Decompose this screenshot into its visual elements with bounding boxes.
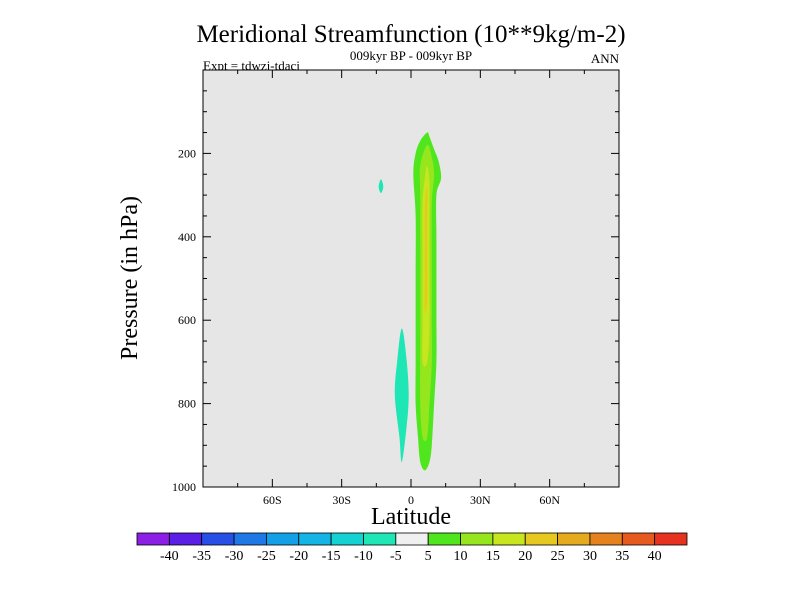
y-axis-label: Pressure (in hPa)	[117, 196, 143, 360]
colorbar-label: 20	[518, 549, 532, 564]
colorbar-label: 35	[615, 549, 629, 564]
x-tick-label: 30S	[332, 493, 351, 507]
x-tick-label: 60N	[539, 493, 560, 507]
colorbar-label: -40	[160, 549, 179, 564]
y-tick-label: 400	[178, 230, 196, 244]
colorbar-box	[589, 532, 623, 546]
y-tick-label: 800	[178, 397, 196, 411]
colorbar-label: -15	[322, 549, 341, 564]
y-tick-label: 1000	[172, 480, 196, 494]
colorbar-label: -25	[257, 549, 276, 564]
y-tick-label: 200	[178, 146, 196, 160]
colorbar-box	[136, 532, 170, 546]
colorbar-box	[492, 532, 526, 546]
colorbar-box	[395, 532, 429, 546]
colorbar-label: 25	[551, 549, 565, 564]
colorbar-label: -35	[192, 549, 211, 564]
x-tick-label: 60S	[263, 493, 282, 507]
chart-title: Meridional Streamfunction (10**9kg/m-2)	[196, 21, 625, 48]
colorbar-label: 15	[486, 549, 500, 564]
contour-negative-cell-low	[394, 328, 409, 463]
colorbar-box	[654, 532, 688, 546]
colorbar-box	[330, 532, 364, 546]
colorbar-label: -20	[289, 549, 308, 564]
contour-positive-cell-25	[424, 186, 428, 315]
x-tick-label: 0	[408, 493, 414, 507]
colorbar-box	[557, 532, 591, 546]
chart-subtitle-right: ANN	[591, 51, 620, 66]
colorbar-label: -10	[354, 549, 373, 564]
chart-subtitle-center: 009kyr BP - 009kyr BP	[350, 48, 472, 63]
x-axis-label: Latitude	[371, 504, 451, 530]
plot-area: 60S 30S 0 30N 60N 200 400 600 800 1000	[172, 69, 620, 507]
colorbar-label: 30	[583, 549, 597, 564]
colorbar-box	[201, 532, 235, 546]
colorbar-box	[524, 532, 558, 546]
plot-background	[203, 70, 619, 487]
colorbar-box	[233, 532, 267, 546]
colorbar-label: -5	[390, 549, 402, 564]
colorbar-label: -30	[225, 549, 244, 564]
colorbar-label: 10	[454, 549, 468, 564]
y-tick-label: 600	[178, 313, 196, 327]
colorbar-box	[266, 532, 300, 546]
colorbar: -40 -35 -30 -25 -20 -15 -10 -5 5 10 15 20 25 30 35 40	[136, 532, 688, 564]
colorbar-box	[621, 532, 656, 546]
colorbar-label: 5	[425, 549, 432, 564]
colorbar-box	[460, 532, 494, 546]
colorbar-box	[363, 532, 397, 546]
colorbar-label: 40	[648, 549, 662, 564]
x-tick-label: 30N	[470, 493, 491, 507]
chart-subtitle-left: Expt = tdwzj-tdacj	[203, 58, 300, 73]
colorbar-box	[298, 532, 332, 546]
contour-negative-cell-upper	[378, 179, 384, 194]
colorbar-box	[168, 532, 203, 546]
colorbar-box	[427, 532, 461, 546]
